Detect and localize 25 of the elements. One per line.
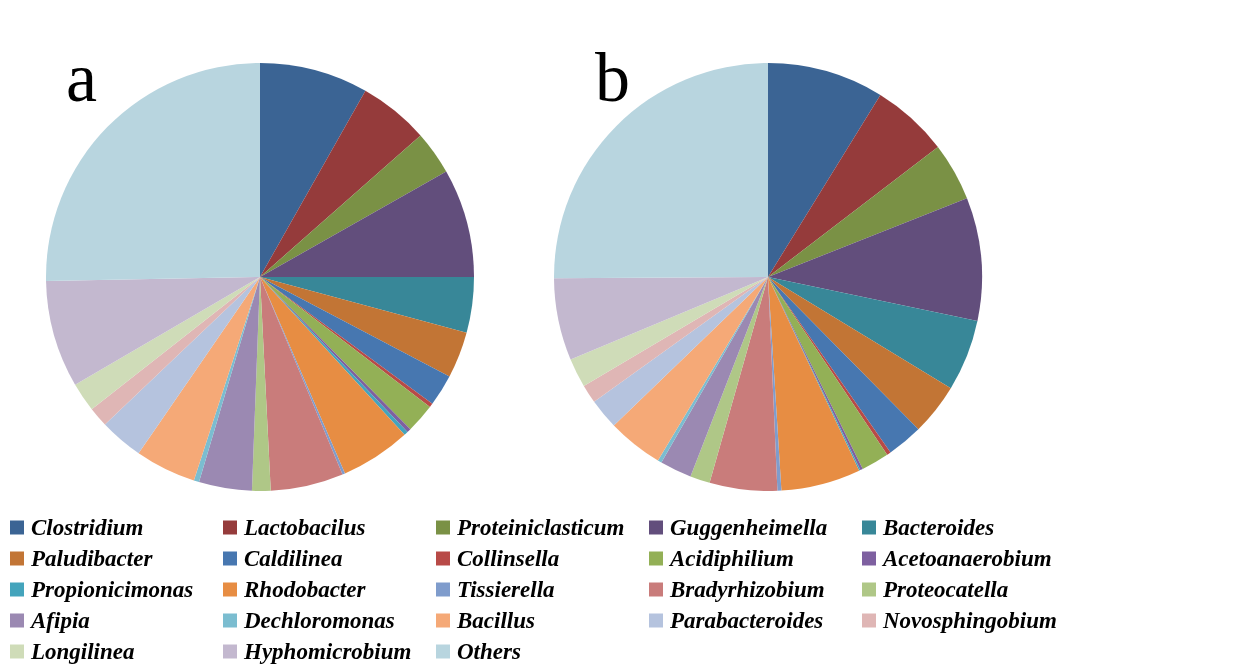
slice-label: a: [66, 38, 98, 116]
legend-label: Acetoanaerobium: [881, 546, 1052, 571]
slice-label: b: [595, 38, 630, 116]
legend-label: Collinsella: [457, 546, 560, 571]
legend-label: Dechloromonas: [243, 608, 395, 633]
legend-label: Afipia: [29, 608, 90, 633]
legend-label: Others: [457, 639, 521, 664]
legend-label: Proteiniclasticum: [456, 515, 625, 540]
legend-label: Rhodobacter: [243, 577, 367, 602]
legend-label: Proteocatella: [882, 577, 1009, 602]
legend-label: Longilinea: [30, 639, 135, 664]
legend-label: Tissierella: [457, 577, 555, 602]
legend-label: Bacillus: [456, 608, 536, 633]
legend-label: Guggenheimella: [670, 515, 828, 540]
legend-label: Bradyrhizobium: [669, 577, 825, 602]
legend-label: Bacteroides: [882, 515, 995, 540]
legend-label: Lactobacilus: [243, 515, 366, 540]
legend-label: Acidiphilium: [668, 546, 794, 571]
legend-label: Caldilinea: [244, 546, 343, 571]
legend-label: Novosphingobium: [882, 608, 1057, 633]
legend-label: Hyphomicrobium: [243, 639, 412, 664]
legend-label: Paludibacter: [30, 546, 154, 571]
legend-label: Propionicimonas: [30, 577, 194, 602]
legend-label: Parabacteroides: [669, 608, 824, 633]
legend-label: Clostridium: [31, 515, 144, 540]
